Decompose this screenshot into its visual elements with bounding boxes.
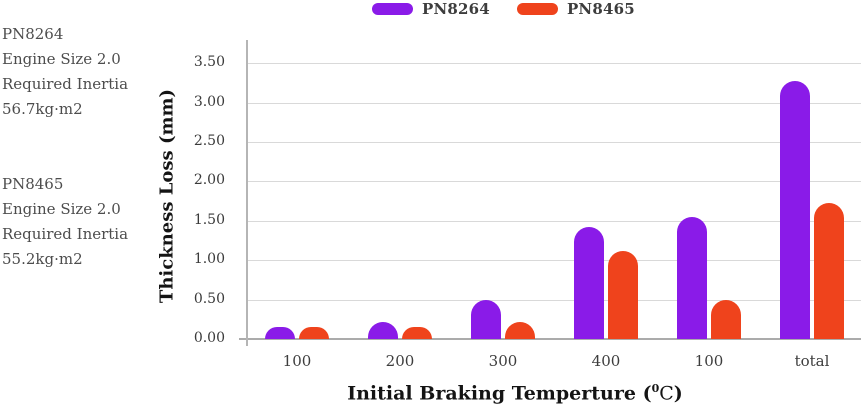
y-tick-label: 3.00	[193, 93, 225, 110]
bar-PN8465-200[interactable]	[402, 327, 432, 339]
annotation-line: PN8264	[2, 25, 64, 43]
gridline	[246, 142, 861, 143]
annotation-line: 56.7kg·m2	[2, 100, 83, 118]
annotation-line: Engine Size 2.0	[2, 50, 121, 68]
annotation-line: Required Inertia	[2, 225, 129, 243]
annotation-line: PN8465	[2, 175, 64, 193]
annotation-pn8264: PN8264 Engine Size 2.0 Required Inertia …	[2, 22, 128, 122]
x-category-label-100: 100	[282, 352, 312, 370]
bar-PN8264-100[interactable]	[677, 217, 707, 339]
bar-PN8465-100[interactable]	[299, 327, 329, 339]
bar-PN8465-100[interactable]	[711, 300, 741, 339]
legend-item-pn8264[interactable]: PN8264	[372, 0, 490, 18]
gridline	[246, 102, 861, 104]
bar-PN8264-total[interactable]	[780, 81, 810, 339]
x-axis-title-text: Initial Braking Temperture (	[347, 382, 652, 405]
y-tick-label: 2.00	[193, 172, 225, 189]
y-tick-label: 0.50	[193, 290, 225, 307]
y-tick-label: 2.50	[193, 133, 225, 149]
legend-swatch-orange	[516, 3, 558, 15]
x-axis-title-unit: C	[659, 382, 674, 405]
gridline	[246, 181, 861, 183]
x-category-label-200: 200	[385, 352, 415, 370]
annotation-line: Engine Size 2.0	[2, 200, 121, 218]
gridline	[246, 220, 861, 222]
x-category-label-total: total	[794, 352, 830, 370]
y-tick-label: 3.50	[193, 54, 225, 71]
y-tick-label: 1.50	[193, 211, 225, 228]
bar-PN8264-300[interactable]	[471, 300, 501, 339]
x-category-label-100: 100	[694, 352, 724, 370]
annotation-line: Required Inertia	[2, 75, 129, 93]
bar-PN8264-400[interactable]	[574, 227, 604, 339]
annotation-line: 55.2kg·m2	[2, 250, 83, 268]
legend-item-pn8465[interactable]: PN8465	[516, 0, 635, 18]
bar-PN8465-300[interactable]	[505, 322, 535, 339]
y-tick-label: 0.00	[193, 330, 225, 346]
annotation-pn8465: PN8465 Engine Size 2.0 Required Inertia …	[2, 172, 128, 272]
legend-swatch-purple	[372, 3, 413, 15]
gridline	[246, 260, 861, 262]
x-category-label-400: 400	[591, 352, 621, 370]
y-tick-label: 1.00	[193, 251, 225, 268]
bar-PN8465-total[interactable]	[814, 203, 844, 339]
y-axis-line	[246, 40, 248, 346]
gridline	[246, 299, 861, 301]
legend-label-pn8465: PN8465	[566, 0, 635, 18]
y-axis-title: Thickness Loss (mm)	[156, 88, 178, 304]
gridline	[246, 63, 861, 65]
bar-PN8264-200[interactable]	[368, 322, 398, 339]
bar-PN8264-100[interactable]	[265, 327, 295, 339]
legend-label-pn8264: PN8264	[422, 0, 490, 18]
x-axis-title: Initial Braking Temperture (0C)	[347, 382, 683, 404]
x-category-label-300: 300	[488, 352, 518, 370]
x-axis-title-sup: 0	[651, 382, 660, 395]
x-axis-title-close: )	[673, 382, 683, 405]
x-axis-baseline	[239, 338, 861, 340]
bar-PN8465-400[interactable]	[608, 251, 638, 339]
legend: PN8264 PN8465	[372, 0, 635, 18]
